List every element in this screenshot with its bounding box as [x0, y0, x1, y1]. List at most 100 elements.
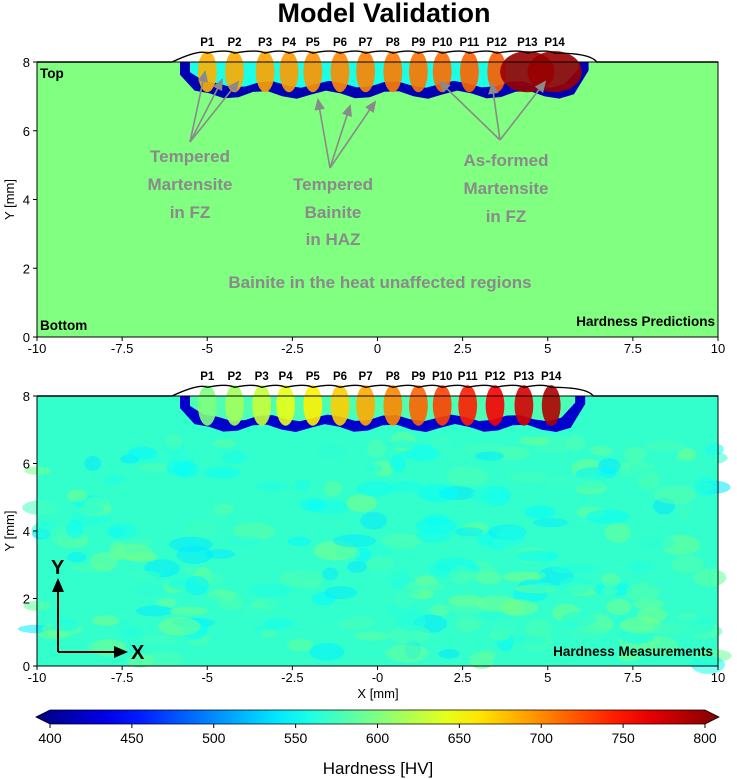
- measurement-texture-blob: [218, 592, 244, 611]
- y-tick-label: 6: [23, 457, 30, 472]
- weld-pass-region: [485, 385, 505, 426]
- measurement-texture-blob: [638, 535, 675, 550]
- pass-label: P14: [544, 37, 565, 49]
- measurement-texture-blob: [67, 551, 87, 563]
- measurement-texture-blob: [565, 435, 586, 451]
- weld-pass-region: [527, 51, 582, 93]
- colorbar-ticks: 400 450 500 550 600 650 700 750 800: [38, 724, 717, 746]
- predictions-background: [37, 62, 718, 337]
- measurement-texture-blob: [84, 455, 102, 471]
- measurement-texture-blob: [585, 509, 630, 524]
- pass-label: P9: [411, 37, 425, 49]
- measurements-weld-zone: [180, 385, 586, 432]
- measurement-texture-blob: [415, 517, 458, 534]
- pass-label: P8: [386, 371, 401, 383]
- measurements-panel: -10 -7.5 -5 -2.5 -0 2.5 5 7.5 10 0 2 4 6 8 Y [mm] X …: [2, 371, 732, 701]
- x-tick-label: 5: [544, 670, 551, 685]
- measurement-texture-blob: [394, 590, 413, 610]
- annotation-as-formed-martensite-line2: Martensite: [463, 179, 548, 198]
- measurement-texture-blob: [499, 599, 538, 616]
- measurement-texture-blob: [24, 466, 52, 475]
- measurement-texture-blob: [532, 518, 569, 528]
- measurement-texture-blob: [127, 570, 161, 579]
- measurements-noise-field: [17, 431, 732, 674]
- measurement-texture-blob: [475, 451, 504, 461]
- weld-pass-region: [487, 51, 507, 93]
- weld-pass-region: [356, 385, 375, 426]
- measurement-texture-blob: [645, 579, 685, 590]
- predictions-y-label: Y [mm]: [2, 179, 17, 220]
- measurement-texture-blob: [462, 443, 505, 453]
- annotation-arrowhead-icon: [212, 78, 223, 92]
- annotation-arrow: [499, 81, 546, 141]
- measurement-texture-blob: [225, 535, 262, 547]
- measurement-texture-blob: [389, 625, 431, 645]
- measurement-texture-blob: [77, 503, 105, 516]
- measurement-texture-blob: [431, 434, 452, 453]
- measurement-texture-blob: [623, 446, 647, 462]
- measurement-texture-blob: [590, 445, 613, 456]
- measurement-texture-blob: [448, 594, 484, 607]
- measurement-texture-blob: [396, 611, 427, 632]
- measurement-texture-blob: [476, 571, 502, 585]
- measurement-texture-blob: [66, 489, 88, 503]
- pass-label: P4: [282, 37, 297, 49]
- measurement-texture-blob: [324, 586, 358, 600]
- weld-pass-region: [383, 51, 403, 93]
- measurement-texture-blob: [185, 575, 209, 596]
- top-label: Top: [40, 66, 64, 81]
- measurement-texture-blob: [694, 477, 718, 496]
- x-arrowhead-icon: [114, 646, 128, 658]
- measurement-texture-blob: [92, 615, 119, 626]
- pass-label: P13: [517, 37, 537, 49]
- measurement-texture-blob: [671, 555, 704, 573]
- pass-label: P12: [486, 37, 506, 49]
- measurement-texture-blob: [508, 472, 549, 483]
- annotation-bainite-unaffected: Bainite in the heat unaffected regions: [228, 273, 531, 292]
- annotation-arrowhead-icon: [314, 98, 325, 111]
- measurement-texture-blob: [184, 520, 218, 539]
- measurement-texture-blob: [479, 650, 496, 660]
- annotation-arrow: [317, 99, 331, 169]
- annotation-tempered-martensite-line3: in FZ: [170, 203, 211, 222]
- pass-label: P4: [279, 371, 294, 383]
- predictions-y-ticks: 0 2 4 6 8: [23, 55, 37, 345]
- y-tick-label: 4: [23, 193, 30, 208]
- annotation-arrowhead-icon: [227, 80, 240, 93]
- measurement-texture-blob: [168, 578, 187, 591]
- pass-label: P8: [386, 37, 401, 49]
- measurement-texture-blob: [491, 619, 517, 636]
- x-tick-label: -10: [28, 341, 47, 356]
- measurement-texture-blob: [250, 583, 293, 598]
- weld-pass-region: [432, 51, 452, 93]
- measurement-texture-blob: [525, 619, 553, 637]
- colorbar-tick-label: 400: [38, 730, 62, 746]
- measurement-texture-blob: [570, 475, 612, 489]
- x-tick-label: 10: [711, 670, 725, 685]
- measurements-x-ticks: -10 -7.5 -5 -2.5 -0 2.5 5 7.5 10: [28, 666, 725, 685]
- pass-label: P7: [359, 37, 373, 49]
- measurement-texture-blob: [691, 655, 725, 674]
- measurement-texture-blob: [22, 500, 60, 516]
- x-tick-label: -0: [372, 670, 384, 685]
- pass-label: P5: [306, 37, 321, 49]
- measurement-texture-blob: [262, 599, 293, 608]
- weld-pass-region: [276, 385, 295, 426]
- y-glyph-label: Y: [51, 557, 65, 579]
- measurement-texture-blob: [221, 450, 248, 465]
- colorbar-tick-label: 450: [120, 730, 144, 746]
- weld-pass-region: [409, 385, 428, 426]
- measurement-texture-blob: [156, 598, 177, 608]
- measurement-texture-blob: [633, 598, 665, 610]
- colorbar: 400 450 500 550 600 650 700 750 800 Hardness [HV…: [35, 709, 720, 778]
- measurements-y-label: Y [mm]: [2, 511, 17, 552]
- measurements-panel-label: Hardness Measurements: [553, 644, 713, 659]
- measurement-texture-blob: [561, 611, 597, 627]
- measurement-texture-blob: [454, 527, 484, 537]
- x-tick-label: -5: [201, 341, 213, 356]
- weld-pass-region: [432, 385, 452, 426]
- colorbar-label: Hardness [HV]: [323, 759, 434, 778]
- pass-label: P6: [333, 371, 347, 383]
- measurement-texture-blob: [558, 576, 594, 595]
